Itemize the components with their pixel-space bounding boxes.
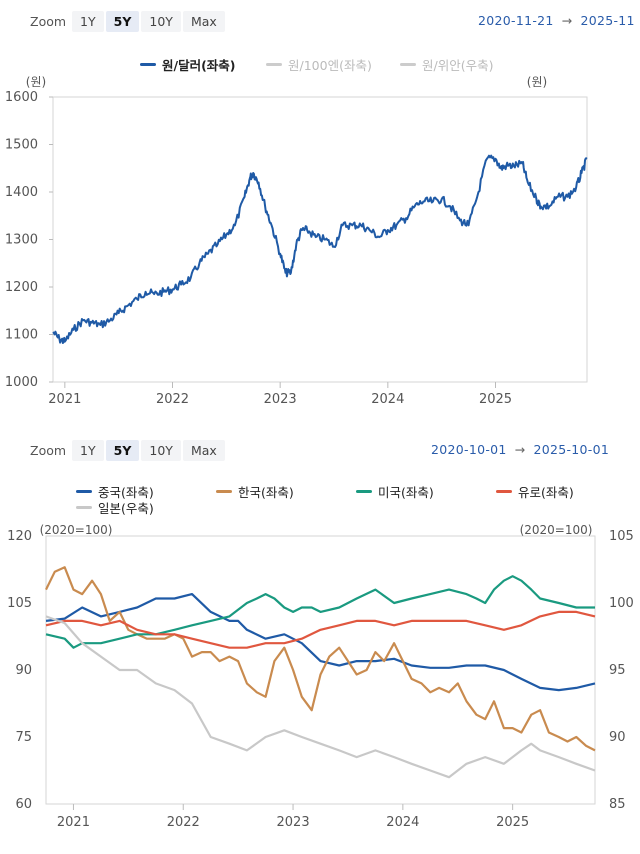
chart1-legend-cny[interactable]: 원/위안(우축) bbox=[400, 55, 493, 74]
chart2-legend-korea-label: 한국(좌축) bbox=[238, 485, 294, 500]
x-tick-label: 2022 bbox=[156, 392, 189, 407]
series-line-유로-좌축[interactable] bbox=[45, 610, 596, 649]
x-tick-label: 2025 bbox=[496, 815, 529, 830]
right-y-tick-label: 95 bbox=[609, 663, 626, 678]
y-tick-label: 1500 bbox=[5, 138, 38, 153]
chart1-plot[interactable]: 1000 1100 1200 1300 1400 1500 1600 2021 2022 2023… bbox=[0, 0, 640, 420]
legend-swatch bbox=[216, 490, 232, 493]
series-line-한국-좌축[interactable] bbox=[45, 566, 596, 752]
series-line-중국-좌축[interactable] bbox=[45, 593, 596, 692]
chart1-zoom-bar: Zoom 1Y 5Y 10Y Max bbox=[30, 8, 227, 34]
chart1-zoom-max-button[interactable]: Max bbox=[182, 10, 225, 32]
y-tick-label: 1200 bbox=[5, 280, 38, 295]
chart2-range-arrow: → bbox=[514, 442, 526, 457]
y-tick-label: 1400 bbox=[5, 185, 38, 200]
chart1-zoom-label: Zoom bbox=[30, 13, 67, 29]
chart2-legend-usa[interactable]: 미국(좌축) bbox=[356, 482, 434, 501]
chart2-legend-euro-label: 유로(좌축) bbox=[518, 485, 574, 500]
chart2-plot[interactable]: 60 75 90 105 120 85 90 95 100 105 2021 2022 2023 2024… bbox=[0, 510, 640, 854]
x-tick-label: 2021 bbox=[48, 392, 81, 407]
chart2-left-unit: (2020=100) bbox=[40, 523, 113, 537]
x-tick-label: 2024 bbox=[386, 815, 419, 830]
series-line-미국-좌축[interactable] bbox=[45, 575, 595, 649]
legend-swatch bbox=[496, 490, 512, 493]
chart1-legend-usd-label: 원/달러(좌축) bbox=[162, 58, 236, 73]
chart2-legend-usa-label: 미국(좌축) bbox=[378, 485, 434, 500]
chart1-legend-jpy-label: 원/100엔(좌축) bbox=[288, 58, 372, 73]
left-y-tick-label: 60 bbox=[15, 797, 32, 812]
legend-swatch bbox=[140, 63, 156, 66]
x-tick-label: 2024 bbox=[371, 392, 404, 407]
y-tick-label: 1300 bbox=[5, 233, 38, 248]
chart2-plot-frame bbox=[45, 535, 596, 805]
right-y-tick-label: 90 bbox=[609, 730, 626, 745]
chart1-zoom-1y-button[interactable]: 1Y bbox=[72, 10, 104, 32]
y-tick-label: 1600 bbox=[5, 90, 38, 105]
chart1-range-from[interactable]: 2020-11-21 bbox=[478, 13, 554, 28]
chart1-date-range: 2020-11-21 → 2025-11 bbox=[478, 13, 635, 28]
y-tick-label: 1000 bbox=[5, 375, 38, 390]
chart1-left-unit: (원) bbox=[26, 75, 46, 89]
chart1-right-unit: (원) bbox=[527, 75, 547, 89]
chart1-range-arrow: → bbox=[561, 13, 573, 28]
chart1-zoom-10y-button[interactable]: 10Y bbox=[141, 10, 181, 32]
left-y-tick-label: 90 bbox=[15, 663, 32, 678]
chart1-zoom-5y-button[interactable]: 5Y bbox=[105, 10, 140, 32]
chart1-legend-cny-label: 원/위안(우축) bbox=[422, 58, 494, 73]
chart2-zoom-label: Zoom bbox=[30, 442, 67, 458]
chart2-legend-china-label: 중국(좌축) bbox=[98, 485, 154, 500]
chart2-zoom-1y-button[interactable]: 1Y bbox=[72, 439, 104, 461]
chart2-range-to[interactable]: 2025-10-01 bbox=[533, 442, 610, 457]
right-y-tick-label: 105 bbox=[609, 529, 634, 544]
x-tick-label: 2022 bbox=[167, 815, 200, 830]
legend-swatch bbox=[76, 506, 92, 509]
chart2-legend-china[interactable]: 중국(좌축) bbox=[76, 482, 154, 501]
x-tick-label: 2021 bbox=[57, 815, 90, 830]
x-tick-label: 2023 bbox=[264, 392, 297, 407]
chart2-legend-japan[interactable]: 일본(우축) bbox=[76, 498, 154, 517]
chart2-legend-euro[interactable]: 유로(좌축) bbox=[496, 482, 574, 501]
chart2-date-range: 2020-10-01 → 2025-10-01 bbox=[431, 442, 609, 457]
chart2-zoom-max-button[interactable]: Max bbox=[182, 439, 225, 461]
chart2-legend-korea[interactable]: 한국(좌축) bbox=[216, 482, 294, 501]
left-y-tick-label: 120 bbox=[7, 529, 32, 544]
chart1-legend-usd[interactable]: 원/달러(좌축) bbox=[140, 55, 236, 74]
right-y-tick-label: 100 bbox=[609, 596, 634, 611]
left-y-tick-label: 75 bbox=[15, 730, 32, 745]
chart2-zoom-10y-button[interactable]: 10Y bbox=[141, 439, 181, 461]
y-tick-label: 1100 bbox=[5, 328, 38, 343]
legend-swatch bbox=[356, 490, 372, 493]
x-tick-label: 2023 bbox=[277, 815, 310, 830]
series-line-일본-우축[interactable] bbox=[45, 615, 596, 779]
legend-swatch bbox=[266, 63, 282, 66]
legend-swatch bbox=[400, 63, 416, 66]
chart1-range-to[interactable]: 2025-11 bbox=[580, 13, 635, 28]
left-y-tick-label: 105 bbox=[7, 596, 32, 611]
chart2-range-from[interactable]: 2020-10-01 bbox=[431, 442, 507, 457]
chart2-right-unit: (2020=100) bbox=[520, 523, 593, 537]
legend-swatch bbox=[76, 490, 92, 493]
series-line-원-달러-좌축[interactable] bbox=[52, 154, 588, 344]
chart2-zoom-5y-button[interactable]: 5Y bbox=[105, 439, 140, 461]
chart1-legend-jpy[interactable]: 원/100엔(좌축) bbox=[266, 55, 372, 74]
chart2-zoom-bar: Zoom 1Y 5Y 10Y Max bbox=[30, 437, 227, 463]
chart2-legend-japan-label: 일본(우축) bbox=[98, 501, 154, 516]
right-y-tick-label: 85 bbox=[609, 797, 626, 812]
x-tick-label: 2025 bbox=[479, 392, 512, 407]
